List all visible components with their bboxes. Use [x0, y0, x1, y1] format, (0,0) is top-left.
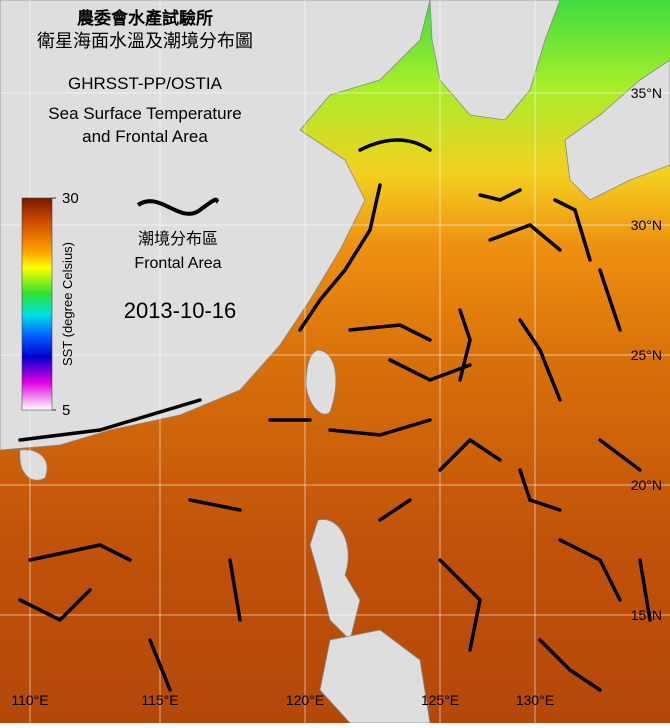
product: GHRSST-PP/OSTIA [68, 74, 223, 93]
latitude-label: 20°N [631, 477, 662, 493]
latitude-label: 15°N [631, 607, 662, 623]
title-en: and Frontal Area [82, 127, 208, 146]
longitude-label: 110°E [11, 692, 48, 708]
longitude-label: 115°E [141, 692, 178, 708]
colorbar-tick-label: 5 [62, 402, 70, 419]
graticule-labels: 35°N 30°N 25°N 20°N 15°N 110°E 115°E 120°E 125°E… [11, 85, 662, 708]
legend-label-zh: 潮境分布區 [138, 229, 218, 248]
date: 2013-10-16 [124, 298, 237, 323]
colorbar-ticks: 5 30 [52, 190, 79, 419]
fronts [18, 138, 652, 692]
latitude-label: 25°N [631, 347, 662, 363]
title-en: Sea Surface Temperature [48, 104, 241, 123]
subtitle-zh: 衛星海面水溫及潮境分布圖 [37, 31, 253, 51]
colorbar-tick-label: 30 [62, 190, 79, 207]
title-zh: 農委會水產試驗所 [77, 8, 213, 28]
latitude-label: 30°N [631, 217, 662, 233]
title: 農委會水產試驗所 衛星海面水溫及潮境分布圖 GHRSST-PP/OSTIA Se… [37, 8, 253, 146]
longitude-label: 130°E [516, 692, 554, 708]
legend-symbol [136, 197, 220, 216]
longitude-label: 125°E [421, 692, 459, 708]
colorbar [21, 197, 53, 411]
colorbar-label: SST (degree Celsius) [60, 242, 75, 366]
longitude-label: 120°E [286, 692, 324, 708]
legend-label-en: Frontal Area [134, 255, 221, 272]
latitude-label: 35°N [631, 85, 662, 101]
